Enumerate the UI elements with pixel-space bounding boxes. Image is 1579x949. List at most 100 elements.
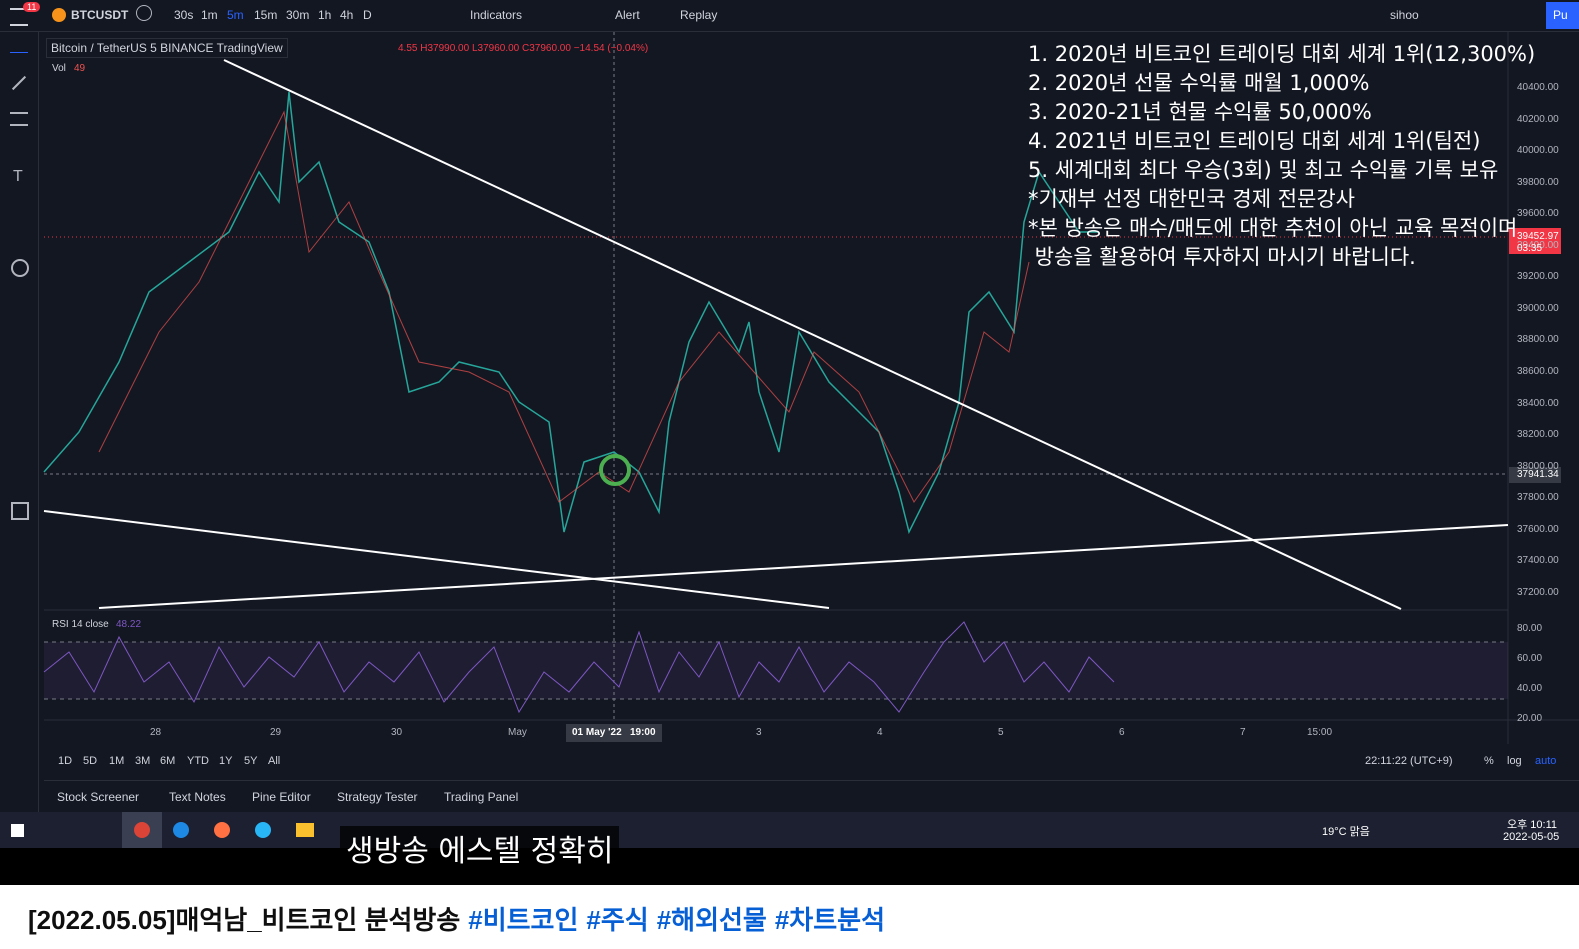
price-tick-label: 37200.00	[1517, 586, 1559, 598]
crosshair-price-badge	[1509, 467, 1561, 483]
start-button[interactable]	[11, 824, 24, 837]
countdown: 03:35	[1517, 243, 1543, 254]
rsi-band	[44, 642, 1508, 699]
trendline-tool[interactable]	[11, 75, 27, 91]
time-cursor-badge	[566, 724, 662, 742]
interval-button[interactable]: 5m	[227, 8, 244, 22]
hashtags: #비트코인 #주식 #해외선물 #차트분석	[460, 905, 885, 935]
time-tick-label: 3	[756, 727, 762, 738]
fib-tool[interactable]	[10, 112, 28, 126]
time-tick-label: 4	[877, 727, 883, 738]
date: 2022-05-05	[1503, 831, 1560, 843]
legend-title[interactable]: Bitcoin / TetherUS 5 BINANCE TradingView	[46, 38, 288, 58]
time: 오후 10:11	[1507, 819, 1558, 831]
app-icon[interactable]	[255, 822, 271, 838]
interval-button[interactable]: 30s	[174, 8, 194, 22]
chrome-icon[interactable]	[134, 822, 150, 838]
price-tick-label: 39400.00	[1517, 239, 1559, 251]
scale-option[interactable]: log	[1507, 755, 1522, 767]
trend-line-upper	[223, 59, 1402, 610]
trash-tool[interactable]	[11, 502, 29, 520]
chart-pane	[43, 32, 1579, 744]
shape-tool[interactable]	[11, 259, 29, 277]
range-button[interactable]: 1Y	[219, 755, 233, 767]
indicators-button[interactable]: Indicators	[470, 8, 523, 22]
trend-line-support	[98, 524, 1509, 609]
overlay-line: 2. 2020년 선물 수익률 매월 1,000%	[1028, 71, 1370, 95]
overlay-line: 5. 세계대회 최다 우승(3회) 및 최고 수익률 기록 보유	[1028, 158, 1499, 182]
time-cursor: 01 May '22 19:00	[572, 727, 656, 738]
price-trace-down	[98, 110, 1030, 503]
time-tick-label: May	[508, 727, 527, 738]
folder-icon[interactable]	[296, 823, 314, 837]
price-tick-label: 38600.00	[1517, 366, 1559, 378]
time-tick-label: 15:00	[1307, 727, 1333, 738]
bottom-tab[interactable]: Stock Screener	[57, 790, 140, 804]
overlay-line: *기재부 선정 대한민국 경제 전문강사	[1028, 187, 1355, 211]
time-tick-label: 30	[391, 727, 403, 738]
vol-label: Vol	[52, 63, 66, 74]
hashtag[interactable]: #차트분석	[774, 905, 885, 935]
time-tick-label: 29	[270, 727, 282, 738]
notification-badge: 11	[23, 2, 41, 12]
range-button[interactable]: 5Y	[244, 755, 258, 767]
clock: 22:11:22 (UTC+9)	[1365, 755, 1453, 767]
bottom-tab[interactable]: Strategy Tester	[337, 790, 418, 804]
interval-button[interactable]: 4h	[340, 8, 354, 22]
tabs-border	[44, 780, 1579, 781]
overlay-line: 4. 2021년 비트코인 트레이딩 대회 세계 1위(팀전)	[1028, 129, 1481, 153]
windows-taskbar: 19°C 맑음 오후 10:11 2022-05-05	[0, 812, 1579, 848]
price-tick-label: 38200.00	[1517, 429, 1559, 441]
interval-button[interactable]: D	[363, 8, 372, 22]
title-text: [2022.05.05]매억남_비트코인 분석방송	[28, 905, 461, 935]
crosshair-price: 37941.34	[1517, 469, 1559, 480]
edge-icon[interactable]	[173, 822, 189, 838]
price-tick-label: 39000.00	[1517, 302, 1559, 314]
bottom-tab[interactable]: Text Notes	[169, 790, 226, 804]
price-tick-label: 37600.00	[1517, 523, 1559, 535]
symbol[interactable]: BTCUSDT	[71, 8, 129, 22]
scale-option[interactable]: %	[1484, 755, 1494, 767]
replay-button[interactable]: Replay	[680, 8, 718, 22]
hashtag[interactable]: #해외선물	[656, 905, 767, 935]
cursor-tool[interactable]	[10, 52, 28, 53]
range-button[interactable]: 6M	[160, 755, 176, 767]
video-title: [2022.05.05]매억남_비트코인 분석방송 #비트코인 #주식 #해외선물 #차…	[28, 900, 885, 937]
last-price-badge	[1509, 228, 1561, 254]
range-button[interactable]: YTD	[187, 755, 209, 767]
video-letterbox	[0, 848, 1579, 885]
interval-button[interactable]: 1m	[201, 8, 218, 22]
hashtag[interactable]: #비트코인	[468, 905, 579, 935]
interval-button[interactable]: 30m	[286, 8, 310, 22]
compare-button[interactable]	[136, 5, 152, 21]
interval-button[interactable]: 15m	[254, 8, 278, 22]
layout-name[interactable]: sihoo	[1390, 8, 1419, 22]
text-tool[interactable]: T	[13, 168, 23, 185]
range-button[interactable]: 3M	[135, 755, 151, 767]
range-button[interactable]: 5D	[83, 755, 98, 767]
hashtag[interactable]: #주식	[586, 905, 649, 935]
publish-button[interactable]: Pu	[1546, 2, 1579, 29]
range-button[interactable]: 1M	[109, 755, 125, 767]
time-tick-label: 6	[1119, 727, 1125, 738]
bottom-tab[interactable]: Pine Editor	[252, 790, 311, 804]
price-tick-label: 38000.00	[1517, 460, 1559, 472]
overlay-line: 3. 2020-21년 현물 수익률 50,000%	[1028, 100, 1372, 124]
rsi-tick-label: 20.00	[1517, 713, 1543, 724]
interval-button[interactable]: 1h	[318, 8, 332, 22]
price-tick-label: 37400.00	[1517, 555, 1559, 567]
bottom-tab[interactable]: Trading Panel	[444, 790, 519, 804]
range-button[interactable]: All	[268, 755, 281, 767]
cursor-highlight	[599, 454, 631, 486]
range-button[interactable]: 1D	[58, 755, 73, 767]
scale-option[interactable]: auto	[1535, 755, 1557, 767]
top-toolbar: 11 BTCUSDT 30s 1m 5m 15m 30m 1h 4h D Indicators…	[0, 0, 1579, 32]
firefox-icon[interactable]	[214, 822, 230, 838]
menu-icon[interactable]	[10, 8, 28, 26]
price-tick-label: 40000.00	[1517, 145, 1559, 157]
coin-icon	[52, 8, 66, 22]
drawing-toolbar: T	[0, 32, 39, 812]
alert-button[interactable]: Alert	[615, 8, 640, 22]
price-tick-label: 37800.00	[1517, 492, 1559, 504]
